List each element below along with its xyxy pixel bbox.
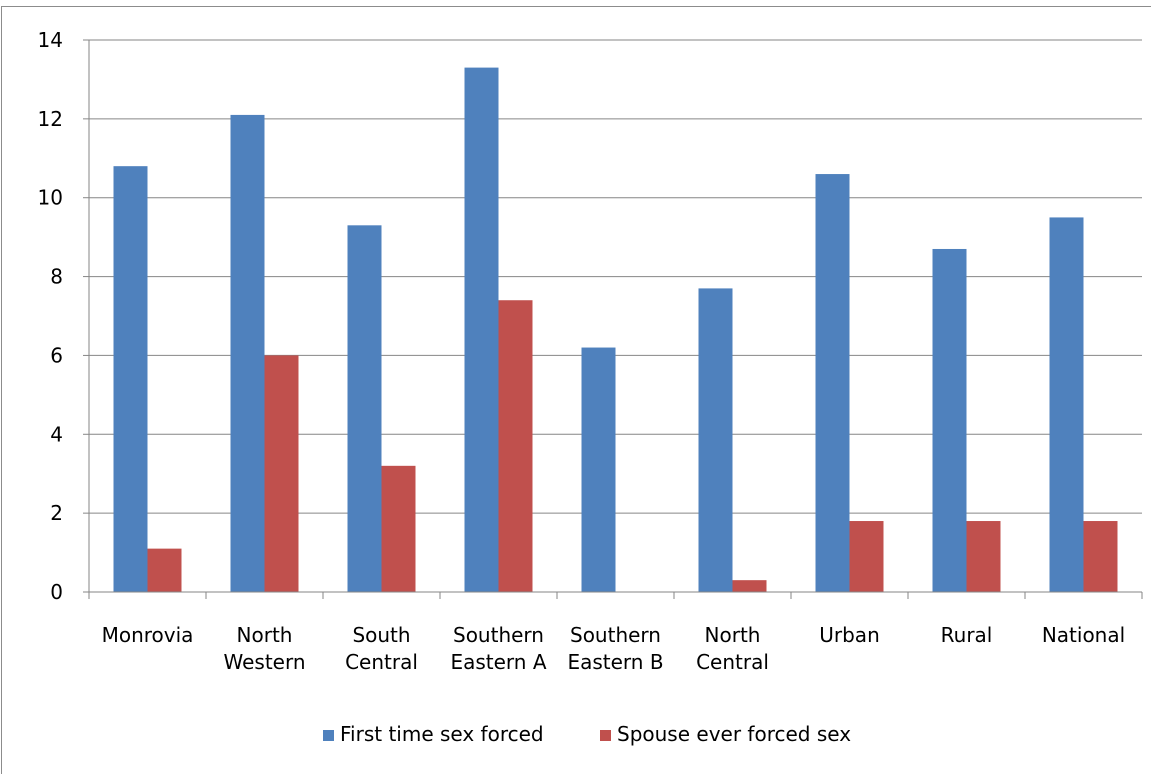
bar [381, 465, 416, 592]
bar [932, 248, 967, 592]
x-category-label: National [1042, 623, 1125, 647]
bar [581, 347, 616, 592]
x-category-label: Central [696, 650, 769, 674]
bar [849, 521, 884, 592]
y-tick-labels: 0 2 4 6 8 10 12 14 [38, 28, 63, 604]
y-tick-label: 6 [50, 343, 63, 367]
legend-label: Spouse ever forced sex [617, 722, 851, 746]
x-category-label: North [705, 623, 761, 647]
x-category-labels: Monrovia North Western South Central Southern… [102, 623, 1126, 674]
bar [230, 114, 265, 593]
legend: First time sex forced Spouse ever forced … [323, 722, 851, 746]
x-category-label: Urban [819, 623, 880, 647]
bar [113, 166, 148, 592]
bar [347, 225, 382, 593]
x-category-label: North [237, 623, 293, 647]
bar [732, 580, 767, 592]
legend-swatch [323, 730, 334, 741]
x-category-label: Monrovia [102, 623, 194, 647]
y-tick-label: 0 [50, 580, 63, 604]
bar [498, 300, 533, 592]
x-category-label: Eastern B [567, 650, 663, 674]
bar [464, 67, 499, 593]
y-tick-label: 4 [50, 422, 63, 446]
x-category-label: Western [223, 650, 305, 674]
y-tick-label: 8 [50, 265, 63, 289]
legend-swatch [600, 730, 611, 741]
bar [1049, 217, 1084, 592]
axes [88, 40, 1143, 599]
bars [113, 67, 1118, 593]
bar [966, 521, 1001, 592]
y-tick-label: 2 [50, 501, 63, 525]
y-tick-label: 12 [38, 107, 63, 131]
legend-label: First time sex forced [340, 722, 544, 746]
bar [147, 548, 182, 592]
x-category-label: Eastern A [450, 650, 546, 674]
x-category-label: Southern [570, 623, 661, 647]
bar [264, 355, 299, 592]
bar [698, 288, 733, 592]
x-category-label: Southern [453, 623, 544, 647]
x-category-label: Central [345, 650, 418, 674]
x-category-label: South [352, 623, 410, 647]
y-tick-label: 10 [38, 186, 63, 210]
bar [1083, 521, 1118, 592]
bar [815, 174, 850, 593]
x-category-label: Rural [941, 623, 993, 647]
y-tick-label: 14 [38, 28, 63, 52]
